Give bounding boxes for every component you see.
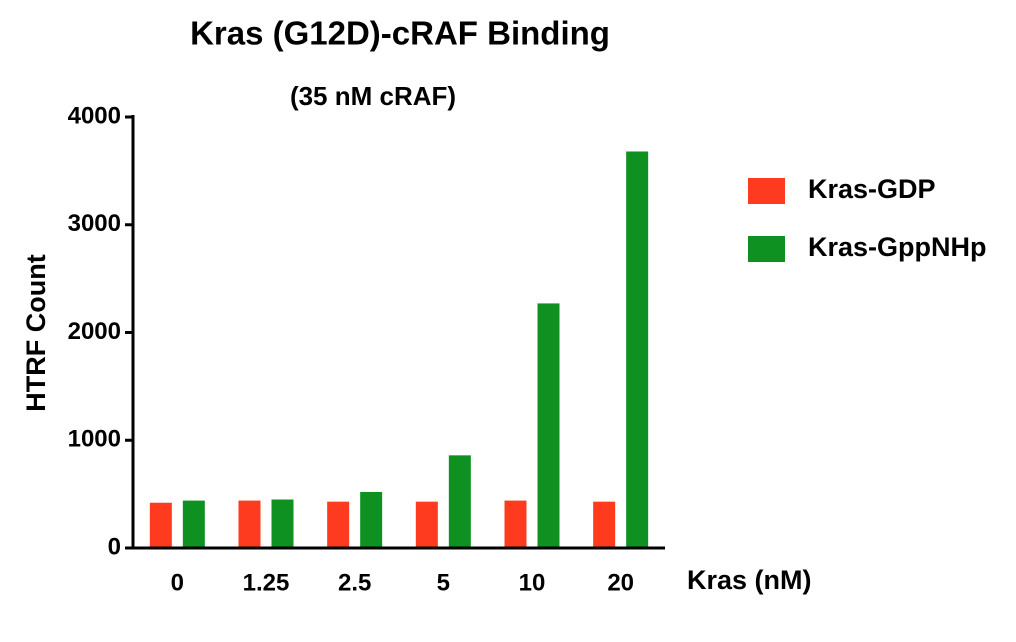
y-tick-label: 2000 [68,318,121,345]
bar [415,501,438,548]
legend-swatch [748,178,785,204]
legend-swatch [748,236,785,262]
bar [537,303,560,548]
y-tick-label: 1000 [68,426,121,453]
bar [149,502,172,548]
y-axis-label: HTRF Count [21,254,51,411]
y-tick-label: 0 [108,533,121,560]
legend-label: Kras-GppNHp [808,232,987,262]
bar [593,501,616,548]
bar [327,501,350,548]
x-tick-label: 1.25 [243,569,290,596]
y-tick-label: 3000 [68,210,121,237]
bar [448,455,471,548]
chart-title: Kras (G12D)-cRAF Binding [190,15,610,52]
x-tick-label: 20 [607,569,634,596]
x-tick-label: 2.5 [338,569,371,596]
x-tick-label: 0 [171,569,184,596]
bar [238,500,261,548]
legend-label: Kras-GDP [808,174,936,204]
y-tick-label: 4000 [68,102,121,129]
bar [626,151,649,549]
x-tick-label: 5 [437,569,450,596]
chart-subtitle: (35 nM cRAF) [290,81,456,111]
x-axis-label: Kras (nM) [687,565,812,595]
bar [182,500,205,548]
x-tick-label: 10 [519,569,546,596]
bar [360,491,383,548]
bar [271,499,294,548]
bar [504,500,527,548]
